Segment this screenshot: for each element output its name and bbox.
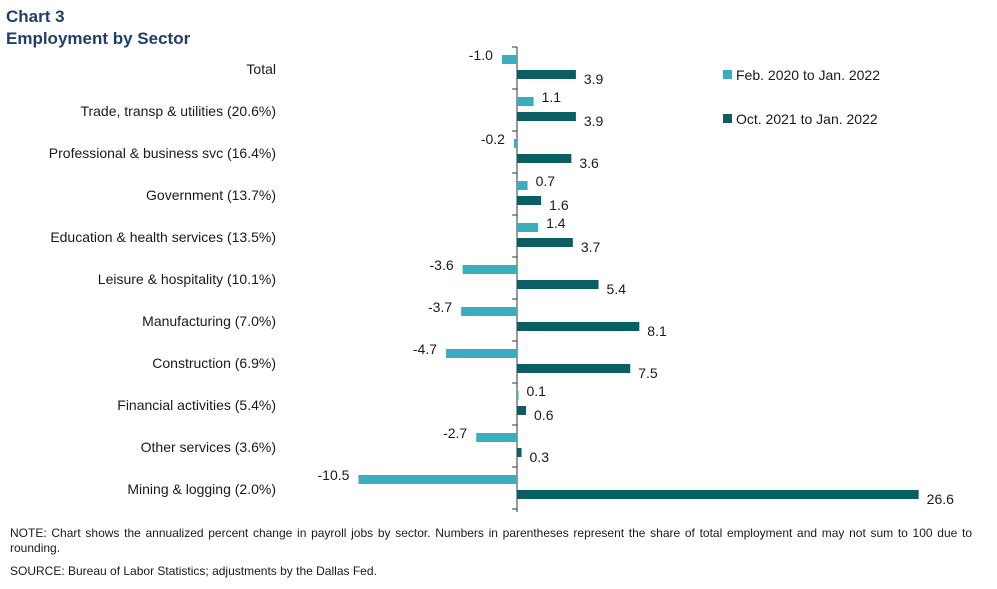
data-label: 1.6 <box>549 197 569 213</box>
bar-feb2020-jan2022 <box>517 181 528 190</box>
chart-source: SOURCE: Bureau of Labor Statistics; adju… <box>10 564 377 578</box>
chart-number: Chart 3 <box>6 7 65 26</box>
data-label: 5.4 <box>607 281 627 297</box>
data-label: 3.7 <box>581 239 601 255</box>
category-label: Trade, transp & utilities (20.6%) <box>80 103 276 119</box>
data-label: 0.7 <box>536 173 556 189</box>
data-label: 0.6 <box>534 407 554 423</box>
bar-feb2020-jan2022 <box>517 223 539 232</box>
category-label: Mining & logging (2.0%) <box>127 481 276 497</box>
legend-swatch-feb2020-jan2022 <box>723 70 732 79</box>
bar-oct2021-jan2022 <box>517 280 599 289</box>
category-label: Total <box>246 61 276 77</box>
chart-title: Chart 3 Employment by Sector <box>6 6 190 50</box>
data-label: 0.1 <box>527 383 547 399</box>
bar-oct2021-jan2022 <box>517 364 631 373</box>
data-label: -3.7 <box>428 299 452 315</box>
data-label: 3.9 <box>584 113 604 129</box>
bar-oct2021-jan2022 <box>517 196 542 205</box>
legend-label: Feb. 2020 to Jan. 2022 <box>736 67 880 83</box>
legend-swatch-oct2021-jan2022 <box>723 114 732 123</box>
data-label: 8.1 <box>647 323 667 339</box>
legend-label: Oct. 2021 to Jan. 2022 <box>736 111 878 127</box>
bar-feb2020-jan2022 <box>462 265 517 274</box>
bar-oct2021-jan2022 <box>517 238 573 247</box>
bar-feb2020-jan2022 <box>358 475 517 484</box>
bar-feb2020-jan2022 <box>446 349 517 358</box>
data-label: 1.4 <box>546 215 566 231</box>
data-label: -2.7 <box>443 425 467 441</box>
data-label: 7.5 <box>638 365 658 381</box>
category-label: Other services (3.6%) <box>141 439 276 455</box>
bar-oct2021-jan2022 <box>517 448 522 457</box>
category-label: Manufacturing (7.0%) <box>142 313 276 329</box>
data-label: -0.2 <box>481 131 505 147</box>
chart-note: NOTE: Chart shows the annualized percent… <box>10 526 972 555</box>
bar-feb2020-jan2022 <box>517 391 519 400</box>
category-label: Leisure & hospitality (10.1%) <box>98 271 276 287</box>
data-label: 0.3 <box>530 449 550 465</box>
bar-oct2021-jan2022 <box>517 490 919 499</box>
category-label: Government (13.7%) <box>146 187 276 203</box>
bar-feb2020-jan2022 <box>517 97 534 106</box>
data-label: 3.6 <box>579 155 599 171</box>
data-label: -3.6 <box>430 257 454 273</box>
chart-heading: Employment by Sector <box>6 29 191 48</box>
data-label: 1.1 <box>542 89 562 105</box>
category-label: Construction (6.9%) <box>152 355 276 371</box>
data-label: -10.5 <box>318 467 350 483</box>
data-label: -4.7 <box>413 341 437 357</box>
bar-oct2021-jan2022 <box>517 154 572 163</box>
category-label: Education & health services (13.5%) <box>50 229 276 245</box>
data-label: 3.9 <box>584 71 604 87</box>
data-label: 26.6 <box>927 491 954 507</box>
category-label: Financial activities (5.4%) <box>117 397 276 413</box>
bar-oct2021-jan2022 <box>517 112 576 121</box>
bar-feb2020-jan2022 <box>501 55 517 64</box>
bar-oct2021-jan2022 <box>517 322 640 331</box>
bar-feb2020-jan2022 <box>461 307 517 316</box>
bar-oct2021-jan2022 <box>517 406 527 415</box>
bar-oct2021-jan2022 <box>517 70 576 79</box>
category-label: Professional & business svc (16.4%) <box>49 145 276 161</box>
bar-feb2020-jan2022 <box>476 433 517 442</box>
bar-feb2020-jan2022 <box>513 139 517 148</box>
data-label: -1.0 <box>469 47 493 63</box>
bar-chart: Total -1.0 3.9 Trade, transp & utilities (2… <box>49 46 954 512</box>
